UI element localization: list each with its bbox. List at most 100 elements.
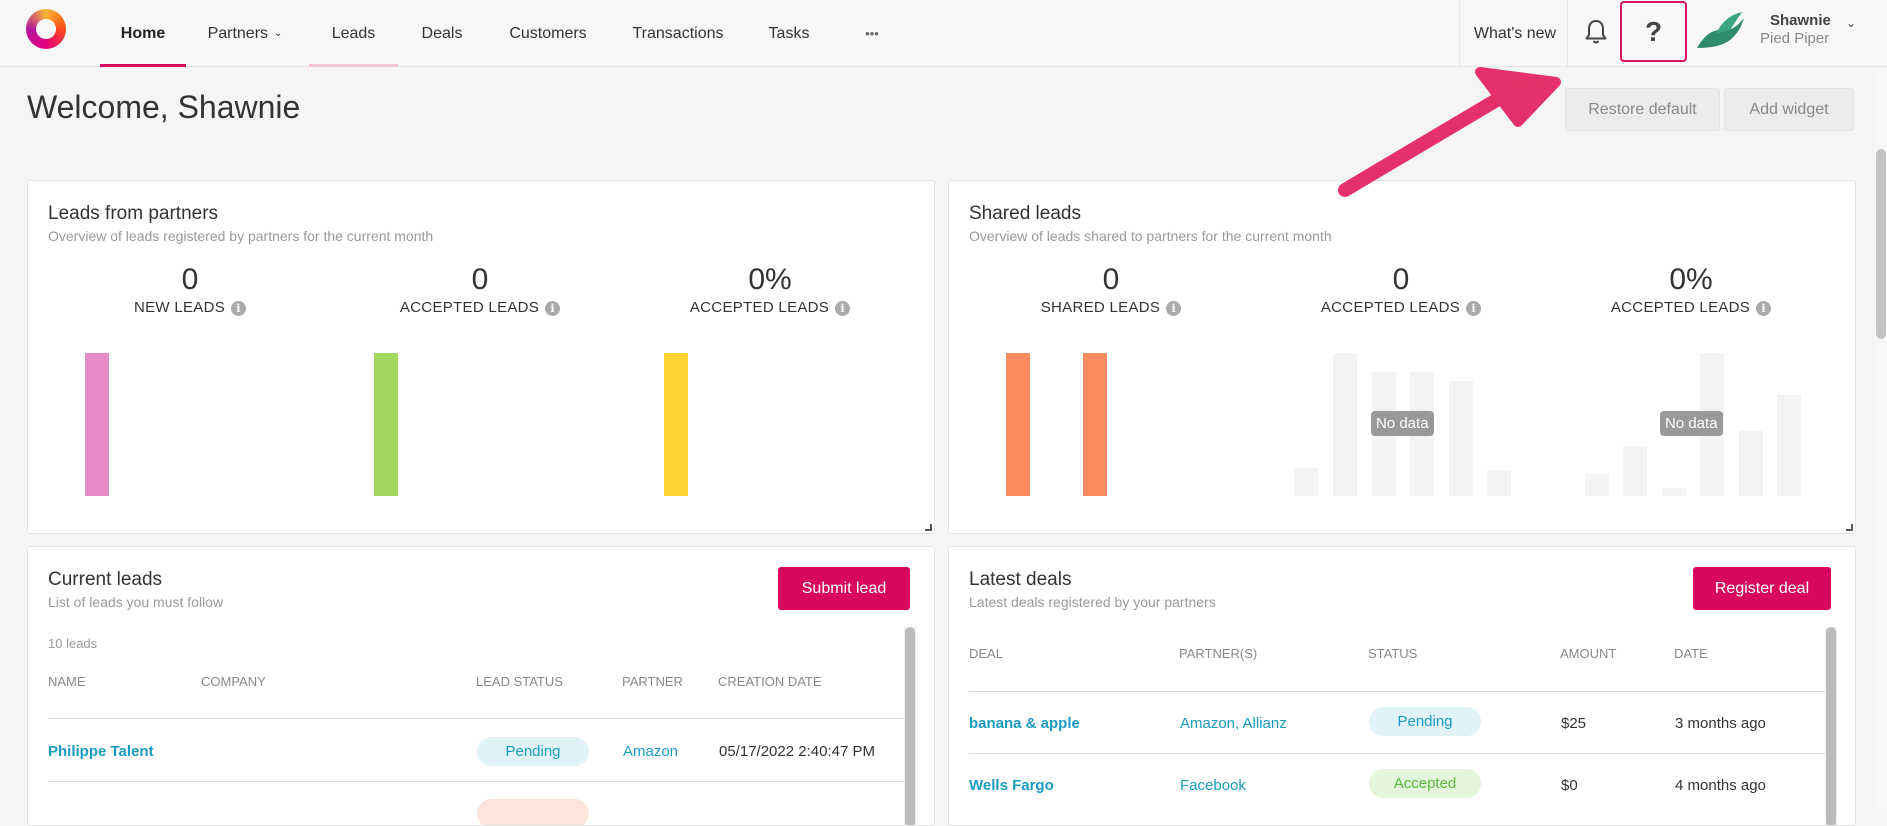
lead-name-link[interactable]: Philippe Talent xyxy=(48,743,154,760)
metric-label: SHARED LEADS xyxy=(1040,299,1161,316)
column-header-partners[interactable]: PARTNER(S) xyxy=(1179,646,1258,661)
accepted-leads-percent-metric: 0% ACCEPTED LEADS i xyxy=(650,263,890,316)
widget-title: Shared leads xyxy=(969,203,1081,224)
divider xyxy=(1567,0,1568,67)
column-header-amount[interactable]: AMOUNT xyxy=(1560,646,1617,661)
info-icon[interactable]: i xyxy=(1466,300,1482,316)
nav-partners[interactable]: Partners ⌄ xyxy=(190,0,300,67)
placeholder-bar xyxy=(1294,468,1318,496)
help-button[interactable]: ? xyxy=(1620,1,1687,62)
chart-bar xyxy=(85,353,109,496)
accepted-leads-percent-metric: 0% ACCEPTED LEADS i xyxy=(1571,263,1811,316)
widget-title: Leads from partners xyxy=(48,203,219,224)
metric-value: 0 xyxy=(181,263,199,296)
nav-active-underline xyxy=(100,64,186,67)
resize-handle-icon[interactable] xyxy=(1846,524,1853,531)
widget-subtitle: Overview of leads registered by partners… xyxy=(48,228,434,244)
nav-home[interactable]: Home xyxy=(100,0,186,67)
partner-link[interactable]: Amazon xyxy=(623,743,679,760)
deal-date: 3 months ago xyxy=(1675,715,1766,732)
question-icon: ? xyxy=(1644,15,1663,47)
info-icon[interactable]: i xyxy=(835,300,851,316)
divider xyxy=(1459,0,1460,67)
info-icon[interactable]: i xyxy=(1756,300,1772,316)
register-deal-button[interactable]: Register deal xyxy=(1693,567,1831,610)
page-title: Welcome, Shawnie xyxy=(27,89,301,125)
placeholder-bar xyxy=(1333,353,1357,496)
nav-deals-label: Deals xyxy=(421,24,463,42)
nav-leads[interactable]: Leads xyxy=(309,0,398,67)
metric-label: NEW LEADS xyxy=(133,299,226,316)
nav-transactions[interactable]: Transactions xyxy=(623,0,733,67)
column-header-name[interactable]: NAME xyxy=(48,674,86,689)
column-header-company[interactable]: COMPANY xyxy=(201,674,266,689)
deal-name-link[interactable]: Wells Fargo xyxy=(969,777,1054,794)
bell-icon[interactable] xyxy=(1578,14,1614,50)
metric-value: 0% xyxy=(748,263,792,296)
shared-leads-metric: 0 SHARED LEADS i xyxy=(991,263,1231,316)
lead-count: 10 leads xyxy=(48,636,98,651)
nav-tasks-label: Tasks xyxy=(768,24,810,42)
column-header-lead-status[interactable]: LEAD STATUS xyxy=(476,674,563,689)
scrollbar[interactable] xyxy=(1825,627,1837,825)
scrollbar-thumb[interactable] xyxy=(1826,627,1836,825)
partner-links[interactable]: Facebook xyxy=(1180,777,1246,794)
pied-piper-logo-icon xyxy=(1697,12,1744,48)
submit-lead-button[interactable]: Submit lead xyxy=(778,567,910,610)
placeholder-bar xyxy=(1739,431,1763,496)
app-logo[interactable] xyxy=(26,9,66,49)
metric-label: ACCEPTED LEADS xyxy=(689,299,830,316)
resize-handle-icon[interactable] xyxy=(925,524,932,531)
column-header-deal[interactable]: DEAL xyxy=(969,646,1003,661)
nav-deals[interactable]: Deals xyxy=(408,0,476,67)
nav-home-label: Home xyxy=(120,24,166,42)
divider xyxy=(48,718,908,719)
widget-title: Latest deals xyxy=(969,569,1072,590)
leads-from-partners-widget: Leads from partners Overview of leads re… xyxy=(27,180,935,534)
user-menu[interactable]: Shawnie Pied Piper ⌄ xyxy=(1694,6,1884,62)
chart-bar xyxy=(374,353,398,496)
scrollbar[interactable] xyxy=(904,627,916,825)
chevron-down-icon: ⌄ xyxy=(1846,16,1857,30)
widget-subtitle: Overview of leads shared to partners for… xyxy=(969,228,1332,244)
whats-new-link[interactable]: What's new xyxy=(1465,0,1565,67)
metric-label: ACCEPTED LEADS xyxy=(399,299,540,316)
metric-value: 0 xyxy=(1102,263,1120,296)
nav-hover-underline xyxy=(309,64,398,67)
deal-name-link[interactable]: banana & apple xyxy=(969,715,1080,732)
status-badge: Pending xyxy=(1369,707,1481,736)
status-badge: Accepted xyxy=(1369,769,1481,798)
user-organization: Pied Piper xyxy=(1760,30,1830,47)
nav-partners-label: Partners xyxy=(207,24,269,42)
column-header-creation-date[interactable]: CREATION DATE xyxy=(718,674,822,689)
accepted-leads-metric: 0 ACCEPTED LEADS i xyxy=(1281,263,1521,316)
deal-amount: $25 xyxy=(1561,715,1587,732)
column-header-partner[interactable]: PARTNER xyxy=(622,674,683,689)
column-header-status[interactable]: STATUS xyxy=(1368,646,1418,661)
add-widget-button[interactable]: Add widget xyxy=(1724,88,1854,131)
divider xyxy=(969,753,1829,754)
info-icon[interactable]: i xyxy=(545,300,561,316)
nav-transactions-label: Transactions xyxy=(632,24,724,42)
whats-new-label: What's new xyxy=(1473,24,1557,42)
page-scrollbar-thumb[interactable] xyxy=(1876,149,1886,339)
nav-tasks[interactable]: Tasks xyxy=(760,0,818,67)
shared-leads-widget: Shared leads Overview of leads shared to… xyxy=(948,180,1856,534)
placeholder-bar xyxy=(1623,446,1647,496)
restore-default-button[interactable]: Restore default xyxy=(1565,88,1720,131)
widget-subtitle: Latest deals registered by your partners xyxy=(969,594,1216,610)
new-leads-metric: 0 NEW LEADS i xyxy=(70,263,310,316)
info-icon[interactable]: i xyxy=(1166,300,1182,316)
metric-label: ACCEPTED LEADS xyxy=(1320,299,1461,316)
scrollbar-thumb[interactable] xyxy=(905,627,915,825)
column-header-date[interactable]: DATE xyxy=(1674,646,1708,661)
top-navigation-bar: Home Partners ⌄ Leads Deals Customers Tr… xyxy=(0,0,1887,67)
accepted-leads-metric: 0 ACCEPTED LEADS i xyxy=(360,263,600,316)
placeholder-bar xyxy=(1449,381,1473,496)
more-menu-icon[interactable]: ••• xyxy=(850,0,894,67)
partner-links[interactable]: Amazon, Allianz xyxy=(1180,715,1287,732)
info-icon[interactable]: i xyxy=(231,300,247,316)
nav-customers[interactable]: Customers xyxy=(500,0,596,67)
page-scrollbar[interactable] xyxy=(1875,67,1887,810)
chart-bar xyxy=(664,353,688,496)
